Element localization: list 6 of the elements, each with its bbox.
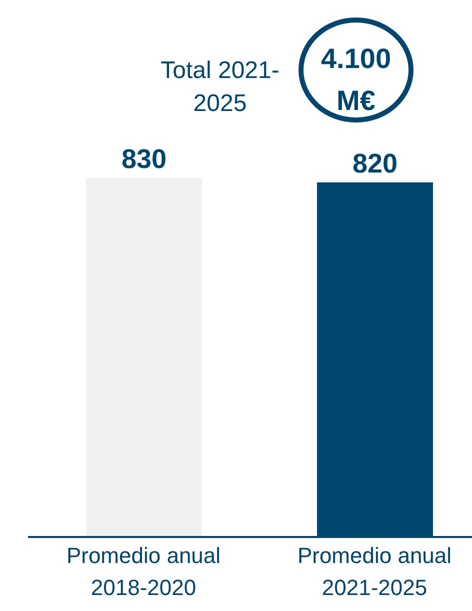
text: Total 2021-2025 — [160, 56, 280, 119]
x-tick-label: Promedio anual 2018-2020 — [66, 543, 221, 600]
data-label: 820 — [352, 148, 398, 178]
x-tick-label: Promedio anual 2021-2025 — [297, 543, 452, 600]
data-label: 830 — [121, 144, 167, 174]
text: 4.100 M€ — [320, 42, 392, 118]
